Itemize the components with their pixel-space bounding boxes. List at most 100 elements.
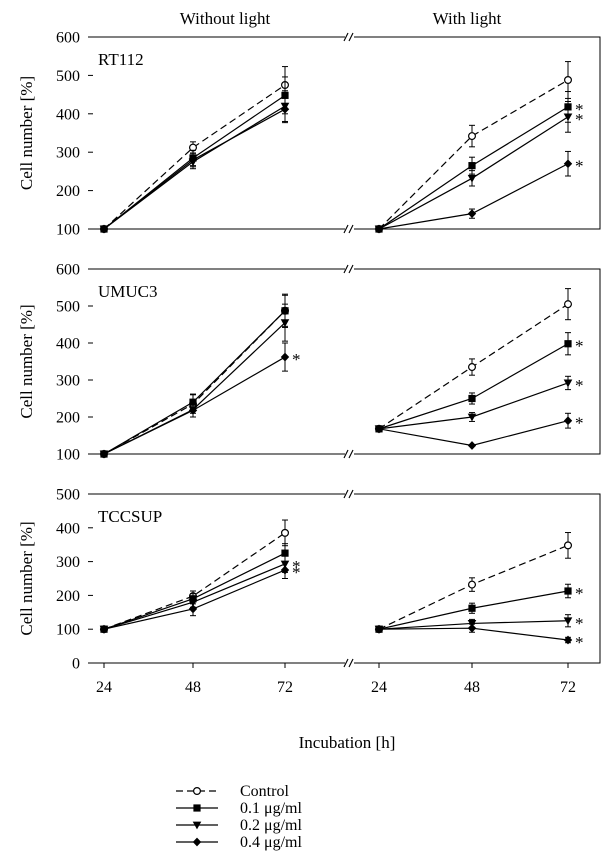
data-point (468, 363, 477, 372)
data-point (280, 352, 290, 362)
series-line (378, 163, 569, 230)
data-point (468, 162, 476, 170)
data-point (467, 441, 477, 450)
data-point (188, 604, 198, 614)
data-point (467, 623, 477, 633)
significance-marker: * (292, 563, 301, 582)
series-control (99, 66, 290, 234)
panel-label: UMUC3 (98, 282, 158, 301)
y-tick-label: 300 (56, 145, 80, 162)
y-tick-label: 200 (56, 183, 80, 200)
data-point (188, 155, 198, 165)
y-tick-label: 500 (56, 68, 80, 85)
series-c04: * (99, 342, 301, 459)
series-line (378, 79, 569, 230)
data-point (281, 549, 289, 557)
significance-marker: * (575, 614, 584, 633)
y-tick-label: 600 (56, 30, 80, 47)
legend: Control 0.1 μg/ml 0.2 μg/ml 0.4 μg/ml (176, 783, 302, 851)
axis-break-bottom (343, 449, 354, 459)
data-point (280, 565, 290, 575)
significance-marker: * (575, 633, 584, 652)
y-tick-label: 200 (56, 410, 80, 427)
data-point (563, 379, 573, 388)
axis-break-top (343, 32, 354, 42)
y-axis-label: Cell number [%] (17, 521, 36, 635)
legend-swatch-0-2 (176, 821, 218, 830)
data-point (374, 224, 384, 234)
y-tick-label: 500 (56, 487, 80, 504)
y-tick-label: 500 (56, 299, 80, 316)
data-point (563, 76, 572, 85)
axis-break-top (343, 264, 354, 274)
significance-marker: * (575, 584, 584, 603)
x-tick-label: 72 (560, 679, 576, 696)
data-point (99, 449, 109, 459)
data-point (563, 541, 572, 550)
legend-marker (193, 786, 202, 795)
data-point (563, 635, 573, 645)
axis-break-stroke (348, 449, 354, 459)
series-c01: * (375, 332, 584, 433)
y-tick-label: 300 (56, 373, 80, 390)
axis-break-stroke (343, 658, 349, 668)
legend-item-0-2: 0.2 μg/ml (176, 817, 302, 834)
panel-tccsup: 0 100 200 300 400 500 Cell number [%] TCCSUP 24 4… (17, 487, 601, 696)
legend-swatch-0-1 (176, 804, 218, 812)
y-tick-label: 100 (56, 447, 80, 464)
series-c02 (99, 303, 290, 459)
series-control (375, 61, 572, 234)
panel-frame (88, 493, 601, 664)
series-control (99, 293, 290, 459)
legend-label-0-2: 0.2 μg/ml (240, 817, 302, 834)
legend-label-control: Control (240, 783, 289, 800)
y-tick-label: 300 (56, 554, 80, 571)
y-tick-label: 400 (56, 336, 80, 353)
data-point (374, 424, 384, 434)
series-c02: * (374, 101, 584, 234)
axis-break-stroke (343, 224, 349, 234)
legend-marker (192, 821, 202, 830)
significance-marker: * (575, 157, 584, 176)
data-point (281, 528, 290, 537)
legend-item-control: Control (176, 783, 289, 800)
data-point (468, 132, 477, 141)
axis-break-stroke (348, 32, 354, 42)
series-line (103, 322, 286, 455)
significance-marker: * (575, 100, 584, 119)
panel-label: RT112 (98, 50, 144, 69)
data-point (563, 159, 573, 169)
data-point (467, 413, 477, 422)
legend-marker (193, 804, 201, 812)
series-c02: * (99, 555, 301, 634)
plot-with-light: *** (374, 532, 584, 652)
series-c01: * (375, 91, 584, 233)
panel-label: TCCSUP (98, 507, 162, 526)
series-c01: * (375, 583, 584, 633)
data-point (563, 300, 572, 309)
data-point (280, 319, 290, 328)
x-tick-label: 24 (96, 679, 112, 696)
x-tick-label: 48 (464, 679, 480, 696)
plot-without-light: * (99, 293, 301, 459)
axis-break-stroke (343, 489, 349, 499)
panel-frame (88, 36, 601, 230)
x-tick-label: 48 (185, 679, 201, 696)
plot-without-light (99, 66, 290, 234)
series-c04: * (374, 150, 584, 234)
y-tick-label: 600 (56, 262, 80, 279)
axis-break-stroke (348, 489, 354, 499)
data-point (563, 416, 573, 426)
y-tick-label: 200 (56, 588, 80, 605)
plot-with-light: *** (374, 288, 584, 450)
y-tick-label: 100 (56, 222, 80, 239)
data-point (468, 604, 476, 612)
data-point (563, 617, 573, 626)
series-line (378, 382, 569, 430)
axis-break-bottom (343, 224, 354, 234)
x-tick-label: 72 (277, 679, 293, 696)
